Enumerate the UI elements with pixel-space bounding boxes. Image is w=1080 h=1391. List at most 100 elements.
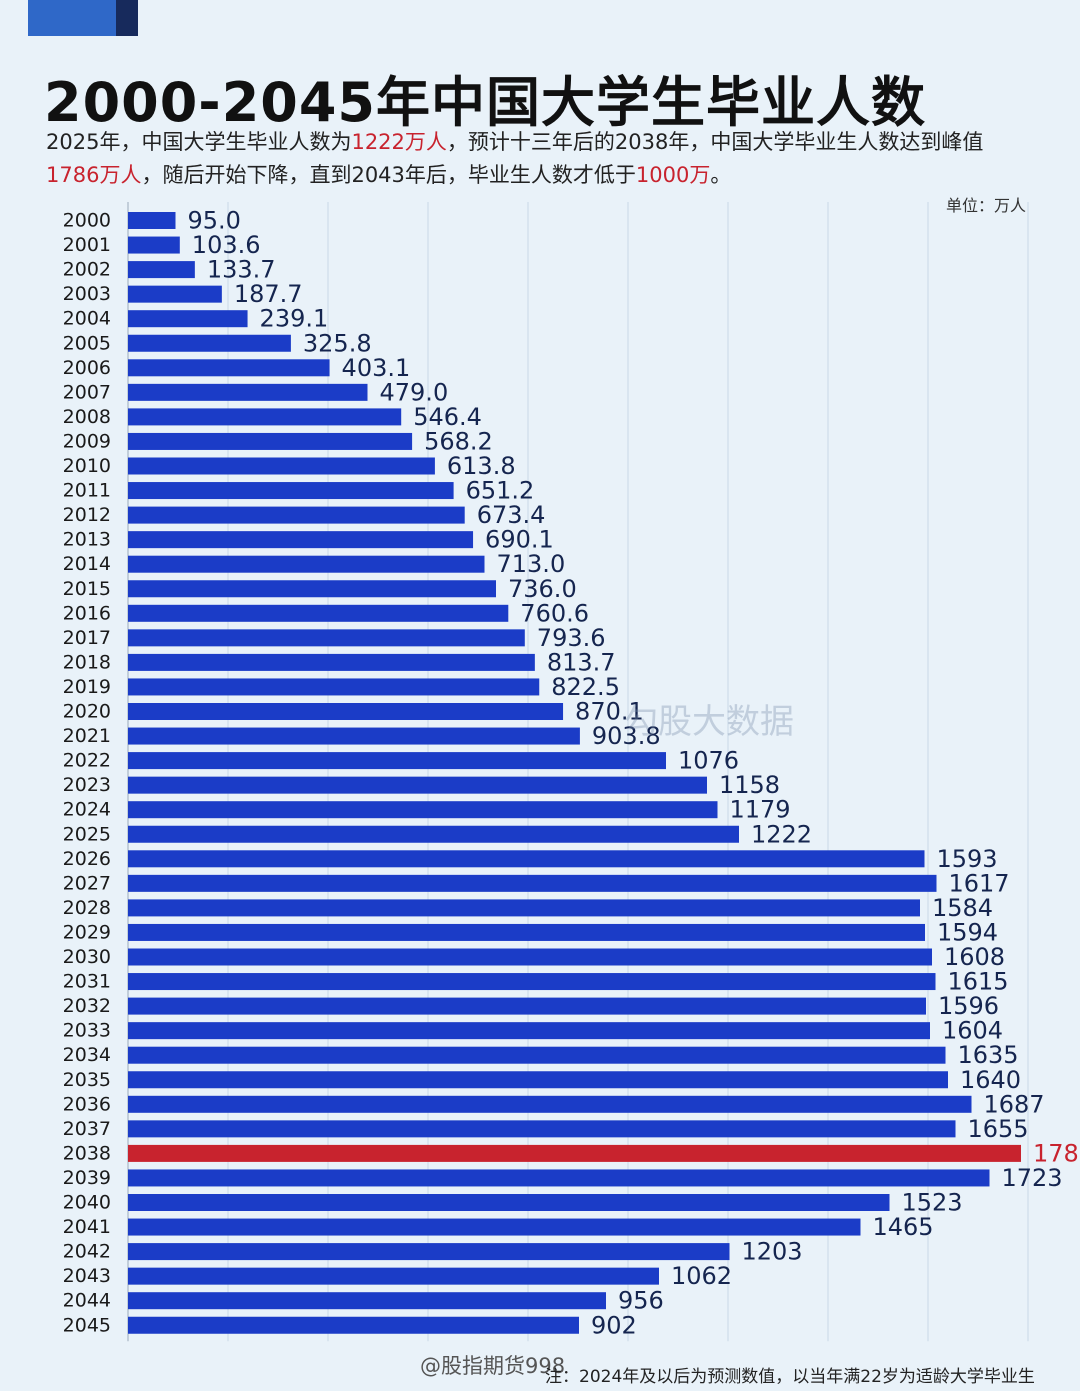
data-label: 690.1 xyxy=(485,526,554,554)
subtitle-highlight: 1786万人 xyxy=(46,163,142,187)
unit-label: 单位：万人 xyxy=(946,196,1027,215)
data-label: 1596 xyxy=(938,992,999,1020)
data-label: 403.1 xyxy=(342,354,411,382)
bar xyxy=(128,1022,930,1040)
category-label: 2005 xyxy=(63,332,111,354)
bar xyxy=(128,923,925,941)
data-label: 1786 xyxy=(1033,1139,1080,1167)
category-label: 2043 xyxy=(63,1265,111,1287)
subtitle-highlight: 1222万人 xyxy=(351,130,447,154)
data-label: 903.8 xyxy=(592,722,661,750)
data-label: 568.2 xyxy=(424,427,493,455)
category-label: 2020 xyxy=(63,701,111,723)
bar xyxy=(128,948,932,966)
data-label: 1594 xyxy=(937,918,998,946)
data-label: 1608 xyxy=(944,943,1005,971)
category-label: 2016 xyxy=(63,602,111,624)
bar xyxy=(128,236,180,254)
category-label: 2033 xyxy=(63,1020,111,1042)
bar xyxy=(128,801,718,819)
data-label: 1179 xyxy=(730,796,791,824)
subtitle-part: 。 xyxy=(710,163,732,187)
category-label: 2013 xyxy=(63,529,111,551)
bar xyxy=(128,506,465,524)
data-label: 822.5 xyxy=(551,673,620,701)
data-label: 1655 xyxy=(968,1115,1029,1143)
category-label: 2018 xyxy=(63,651,111,673)
category-label: 2025 xyxy=(63,823,111,845)
category-label: 2017 xyxy=(63,627,111,649)
category-label: 2045 xyxy=(63,1314,111,1336)
subtitle-part: ，随后开始下降，直到2043年后，毕业生人数才低于 xyxy=(141,163,636,187)
category-label: 2023 xyxy=(63,774,111,796)
bar xyxy=(128,1169,990,1187)
category-label: 2000 xyxy=(63,210,111,232)
bar xyxy=(128,212,176,229)
data-label: 1640 xyxy=(960,1066,1021,1094)
subtitle: 2025年，中国大学生毕业人数为1222万人，预计十三年后的2038年，中国大学… xyxy=(46,126,1036,192)
category-label: 2027 xyxy=(63,872,111,894)
data-label: 133.7 xyxy=(207,256,276,284)
data-label: 1222 xyxy=(751,820,812,848)
bar xyxy=(128,555,485,573)
bar xyxy=(128,1046,946,1064)
category-label: 2022 xyxy=(63,750,111,772)
data-label: 736.0 xyxy=(508,575,577,603)
category-label: 2010 xyxy=(63,455,111,477)
category-label: 2024 xyxy=(63,799,111,821)
category-label: 2044 xyxy=(63,1290,111,1312)
category-label: 2021 xyxy=(63,725,111,747)
bar xyxy=(128,973,936,991)
category-label: 2040 xyxy=(63,1192,111,1214)
data-label: 239.1 xyxy=(260,305,329,333)
bar xyxy=(128,776,707,794)
bar xyxy=(128,997,926,1015)
bar xyxy=(128,604,509,622)
category-label: 2014 xyxy=(63,553,111,575)
category-label: 2034 xyxy=(63,1044,111,1066)
category-label: 2002 xyxy=(63,259,111,281)
data-label: 1523 xyxy=(902,1189,963,1217)
bar xyxy=(128,1316,579,1334)
category-label: 2011 xyxy=(63,480,111,502)
data-label: 870.1 xyxy=(575,698,644,726)
data-label: 95.0 xyxy=(188,207,241,235)
data-label: 1203 xyxy=(742,1238,803,1266)
data-label: 651.2 xyxy=(466,477,535,505)
bar-peak xyxy=(128,1144,1021,1162)
data-label: 1593 xyxy=(937,845,998,873)
data-label: 479.0 xyxy=(380,378,449,406)
category-label: 2012 xyxy=(63,504,111,526)
bar xyxy=(128,1194,890,1211)
bar xyxy=(128,703,564,720)
subtitle-part: ，预计十三年后的2038年，中国大学毕业生人数达到峰值 xyxy=(446,130,984,154)
data-label: 902 xyxy=(591,1311,637,1339)
data-label: 546.4 xyxy=(413,403,482,431)
bar xyxy=(128,1243,730,1261)
bar xyxy=(128,752,666,770)
category-label: 2004 xyxy=(63,308,111,330)
bar xyxy=(128,1120,956,1138)
bar xyxy=(128,531,474,549)
data-label: 103.6 xyxy=(192,231,261,259)
data-label: 1465 xyxy=(873,1213,934,1241)
corner-accent-navy xyxy=(116,0,138,36)
bar xyxy=(128,310,248,328)
bar xyxy=(128,383,368,401)
bar xyxy=(128,678,540,696)
bar xyxy=(128,1267,659,1285)
watermark: 勾股大数据 xyxy=(624,702,794,742)
category-label: 2028 xyxy=(63,897,111,919)
data-label: 1615 xyxy=(948,968,1009,996)
data-label: 1723 xyxy=(1002,1164,1063,1192)
category-label: 2026 xyxy=(63,848,111,870)
bar xyxy=(128,1071,948,1089)
page-title: 2000-2045年中国大学生毕业人数 xyxy=(44,71,926,134)
footer-username: @股指期货998 xyxy=(420,1354,566,1378)
data-label: 760.6 xyxy=(520,599,589,627)
category-label: 2029 xyxy=(63,921,111,943)
bar xyxy=(128,727,580,745)
bar xyxy=(128,334,291,352)
category-label: 2009 xyxy=(63,430,111,452)
